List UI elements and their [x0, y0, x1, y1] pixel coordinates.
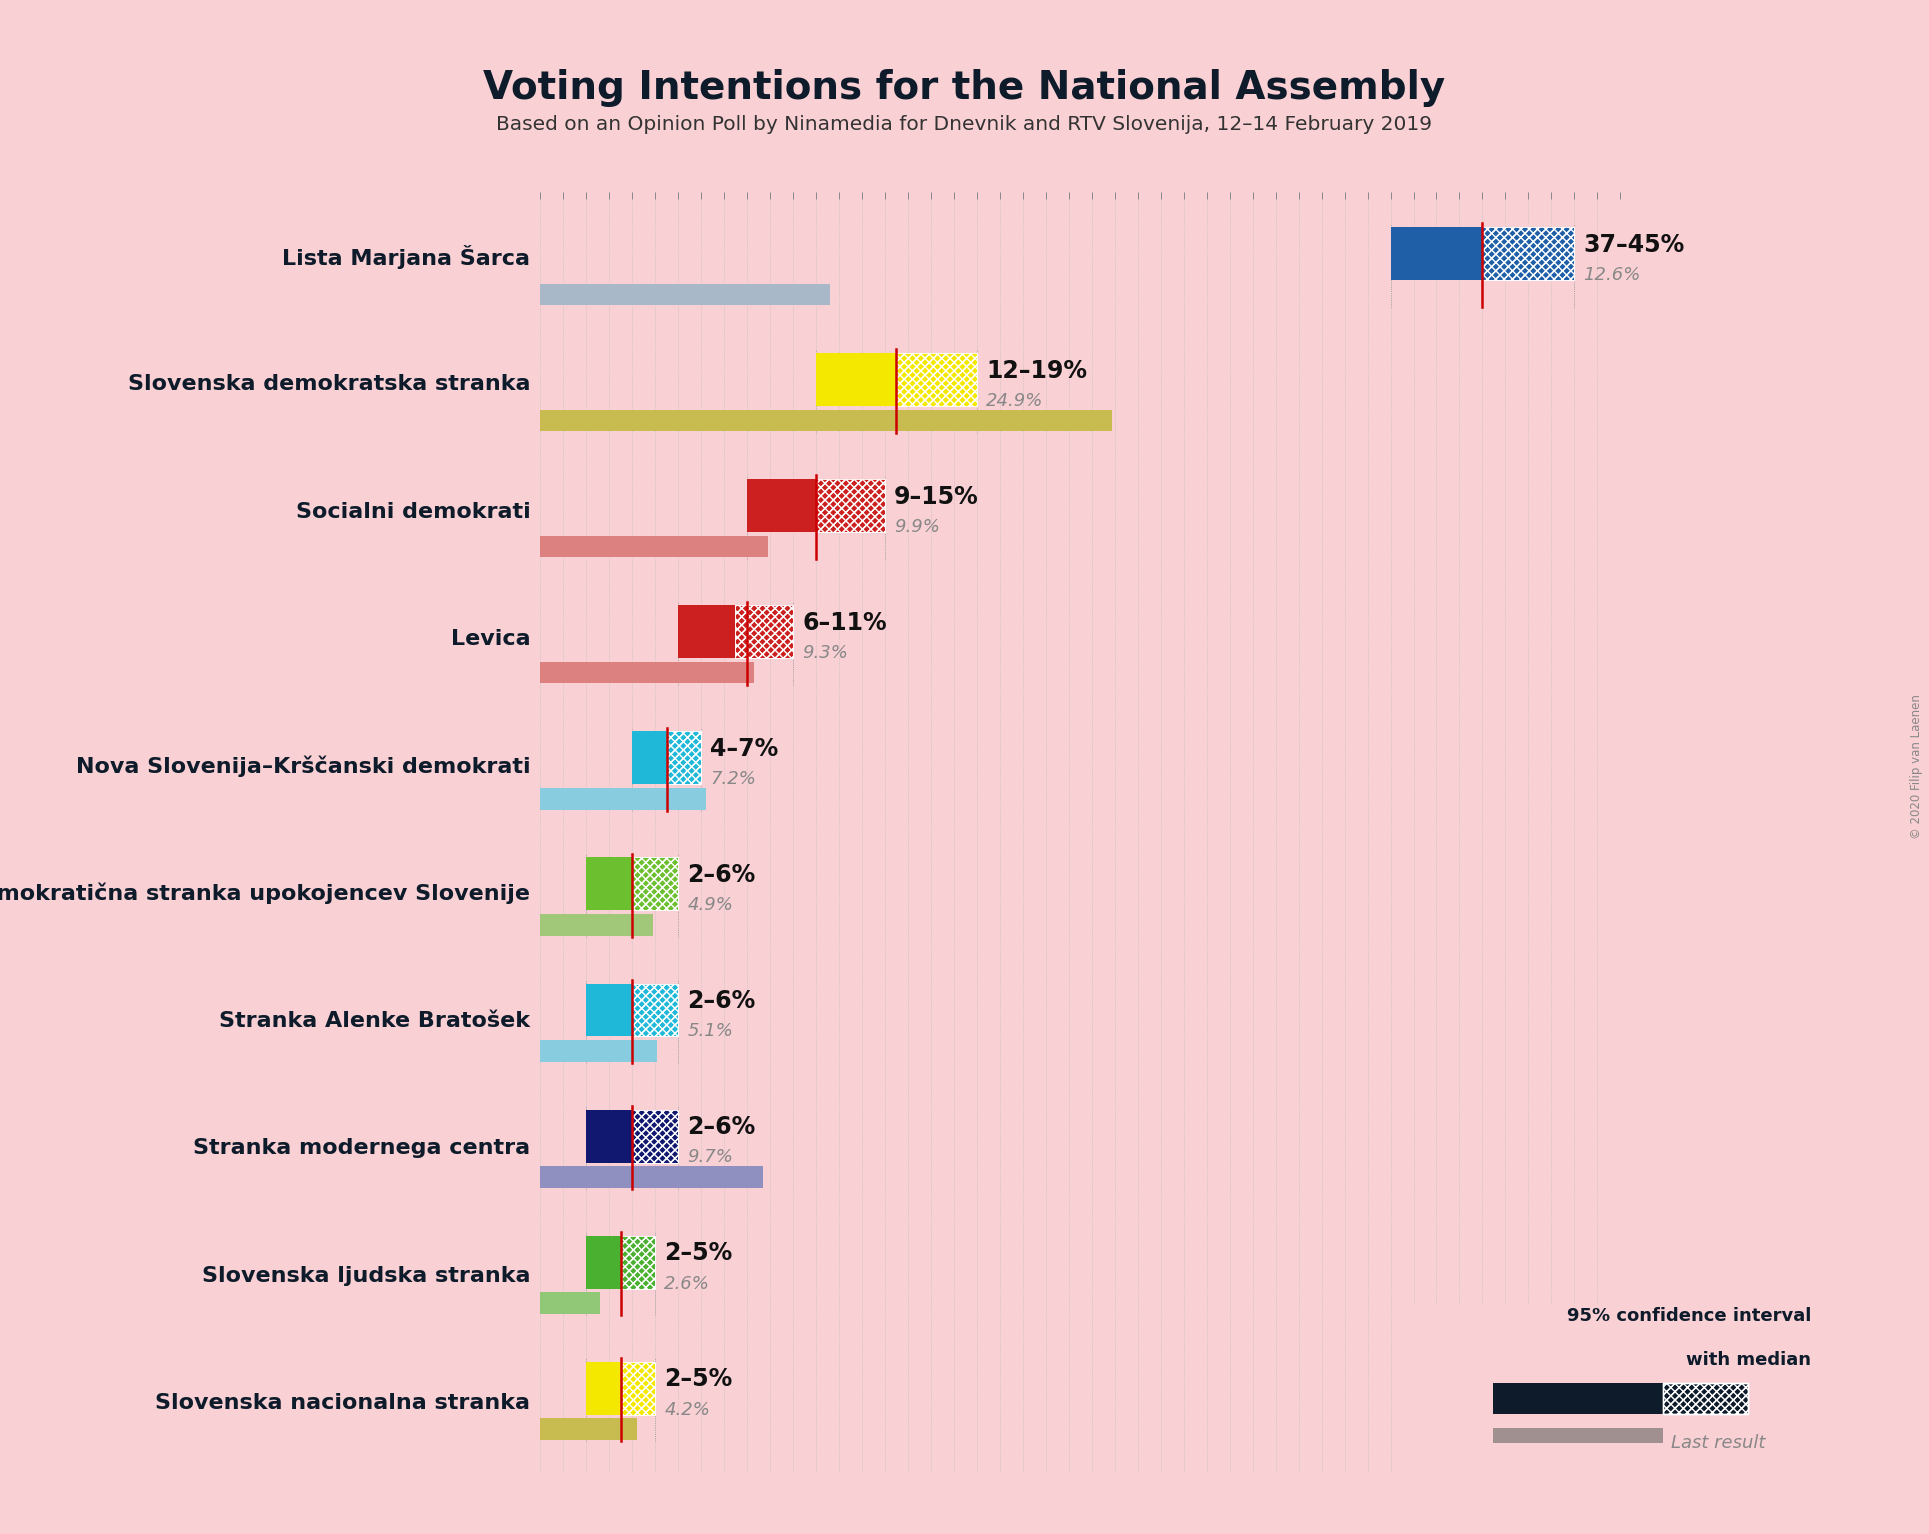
Bar	[735, 606, 793, 658]
Text: Nova Slovenija–Krščanski demokrati: Nova Slovenija–Krščanski demokrati	[75, 755, 530, 778]
Bar	[540, 410, 1113, 431]
Text: with median: with median	[1686, 1351, 1811, 1370]
Text: 4–7%: 4–7%	[710, 736, 779, 761]
Text: 2.6%: 2.6%	[664, 1275, 710, 1293]
Bar	[735, 606, 793, 658]
Bar	[586, 1362, 621, 1414]
Bar	[633, 858, 677, 910]
Bar	[621, 1236, 656, 1289]
Bar	[621, 1236, 656, 1289]
Bar	[540, 1419, 637, 1440]
Text: 12.6%: 12.6%	[1584, 265, 1642, 284]
Bar	[540, 663, 754, 684]
Bar	[633, 1109, 677, 1163]
Bar	[747, 479, 816, 532]
Text: 2–6%: 2–6%	[687, 864, 756, 887]
Text: 9.3%: 9.3%	[802, 644, 849, 663]
Text: 37–45%: 37–45%	[1584, 233, 1684, 256]
Bar	[621, 1362, 656, 1414]
Bar	[540, 1166, 764, 1187]
Text: 9–15%: 9–15%	[893, 485, 978, 509]
Bar	[633, 983, 677, 1037]
Bar	[633, 983, 677, 1037]
Bar	[621, 1362, 656, 1414]
Text: Stranka Alenke Bratošek: Stranka Alenke Bratošek	[220, 1011, 530, 1031]
Text: 2–5%: 2–5%	[664, 1241, 733, 1266]
Text: Voting Intentions for the National Assembly: Voting Intentions for the National Assem…	[484, 69, 1445, 107]
Bar	[621, 1362, 656, 1414]
Text: 95% confidence interval: 95% confidence interval	[1566, 1307, 1811, 1325]
Text: Last result: Last result	[1671, 1434, 1765, 1453]
Bar	[897, 353, 976, 407]
Bar	[816, 479, 885, 532]
Bar	[667, 732, 700, 784]
Bar	[633, 983, 677, 1037]
Bar	[897, 353, 976, 407]
Text: 4.2%: 4.2%	[664, 1401, 710, 1419]
Bar	[816, 479, 885, 532]
Bar	[1483, 227, 1574, 281]
Text: 2–6%: 2–6%	[687, 1115, 756, 1140]
Bar	[586, 1236, 621, 1289]
Bar	[586, 983, 633, 1037]
Text: Slovenska nacionalna stranka: Slovenska nacionalna stranka	[156, 1393, 530, 1413]
Bar	[667, 732, 700, 784]
Bar	[1483, 227, 1574, 281]
Bar	[1663, 1384, 1748, 1414]
Bar	[540, 1292, 600, 1313]
Bar	[633, 1109, 677, 1163]
Text: Slovenska demokratska stranka: Slovenska demokratska stranka	[127, 374, 530, 394]
Text: 24.9%: 24.9%	[986, 393, 1044, 410]
Bar	[667, 732, 700, 784]
Bar	[540, 1040, 658, 1062]
Bar	[621, 1236, 656, 1289]
Text: 5.1%: 5.1%	[687, 1023, 733, 1040]
Text: 6–11%: 6–11%	[802, 611, 887, 635]
Bar	[586, 1109, 633, 1163]
Bar	[633, 732, 667, 784]
Bar	[897, 353, 976, 407]
Bar	[540, 284, 829, 305]
Text: Lista Marjana Šarca: Lista Marjana Šarca	[282, 245, 530, 268]
Text: 2–6%: 2–6%	[687, 989, 756, 1012]
Bar	[540, 914, 652, 936]
Bar	[633, 1109, 677, 1163]
Text: 9.7%: 9.7%	[687, 1149, 733, 1166]
Text: 9.9%: 9.9%	[893, 518, 939, 537]
Text: © 2020 Filip van Laenen: © 2020 Filip van Laenen	[1910, 695, 1923, 839]
Bar	[1493, 1384, 1663, 1414]
Bar	[677, 606, 735, 658]
Bar	[540, 535, 768, 557]
Bar	[816, 353, 897, 407]
Bar	[633, 858, 677, 910]
Text: 7.2%: 7.2%	[710, 770, 756, 788]
Text: 2–5%: 2–5%	[664, 1367, 733, 1391]
Bar	[1493, 1428, 1663, 1443]
Bar	[1483, 227, 1574, 281]
Bar	[586, 858, 633, 910]
Bar	[1391, 227, 1483, 281]
Text: Stranka modernega centra: Stranka modernega centra	[193, 1138, 530, 1158]
Bar	[540, 788, 706, 810]
Text: Levica: Levica	[451, 629, 530, 649]
Text: Based on an Opinion Poll by Ninamedia for Dnevnik and RTV Slovenija, 12–14 Febru: Based on an Opinion Poll by Ninamedia fo…	[496, 115, 1433, 133]
Text: Slovenska ljudska stranka: Slovenska ljudska stranka	[203, 1266, 530, 1285]
Bar	[1663, 1384, 1748, 1414]
Text: Socialni demokrati: Socialni demokrati	[295, 502, 530, 522]
Bar	[633, 858, 677, 910]
Bar	[816, 479, 885, 532]
Bar	[735, 606, 793, 658]
Text: 12–19%: 12–19%	[986, 359, 1088, 384]
Text: Demokratična stranka upokojencev Slovenije: Demokratična stranka upokojencev Sloveni…	[0, 882, 530, 905]
Text: 4.9%: 4.9%	[687, 896, 733, 914]
